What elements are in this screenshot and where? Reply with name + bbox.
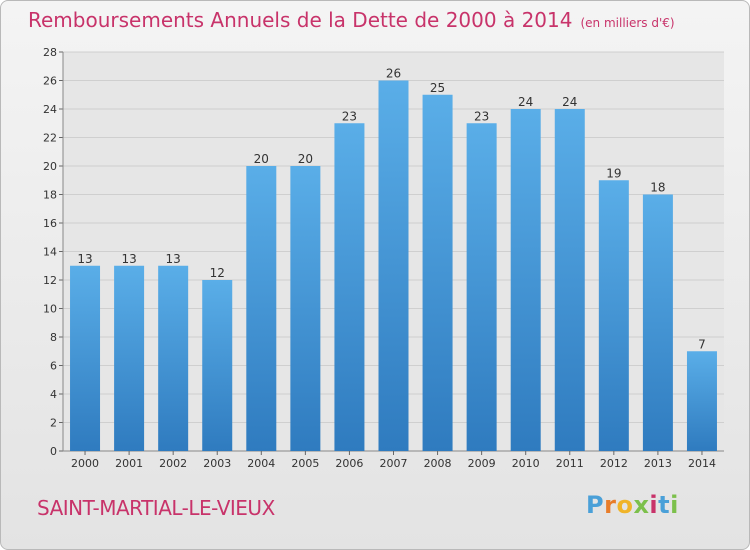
y-tick-label: 0: [50, 445, 57, 458]
bar: [246, 166, 277, 451]
data-label: 25: [430, 81, 445, 95]
logo-letter: i: [649, 491, 659, 519]
y-tick-label: 2: [50, 417, 57, 430]
x-tick-label: 2002: [159, 457, 187, 470]
data-label: 23: [342, 109, 357, 123]
chart-title: Remboursements Annuels de la Dette de 20…: [28, 8, 675, 32]
x-tick-label: 2000: [71, 457, 99, 470]
x-tick-label: 2003: [203, 457, 231, 470]
data-label: 24: [518, 95, 533, 109]
bar: [70, 265, 101, 451]
y-tick-label: 20: [43, 160, 57, 173]
data-label: 20: [298, 152, 313, 166]
bar: [378, 80, 409, 451]
data-label: 13: [166, 252, 181, 266]
logo-letter: o: [616, 491, 634, 519]
bar: [334, 123, 365, 451]
x-tick-label: 2007: [380, 457, 408, 470]
y-tick-label: 14: [43, 246, 57, 259]
y-tick-label: 26: [43, 75, 57, 88]
x-tick-label: 2012: [600, 457, 628, 470]
logo-letter: t: [658, 491, 671, 519]
data-label: 12: [210, 266, 225, 280]
y-tick-label: 6: [50, 360, 57, 373]
y-tick-label: 8: [50, 331, 57, 344]
x-tick-label: 2010: [512, 457, 540, 470]
data-label: 23: [474, 109, 489, 123]
y-tick-label: 16: [43, 217, 57, 230]
data-label: 7: [698, 337, 706, 351]
data-label: 20: [254, 152, 269, 166]
place-name: SAINT-MARTIAL-LE-VIEUX: [37, 496, 275, 520]
x-tick-label: 2001: [115, 457, 143, 470]
x-tick-label: 2005: [291, 457, 319, 470]
data-label: 13: [77, 252, 92, 266]
bar: [554, 109, 585, 451]
x-tick-label: 2013: [644, 457, 672, 470]
x-tick-label: 2006: [335, 457, 363, 470]
proxiti-logo: Proxiti: [586, 491, 679, 519]
x-tick-label: 2004: [247, 457, 275, 470]
data-label: 26: [386, 67, 401, 81]
data-label: 18: [650, 181, 665, 195]
chart-title-unit: (en milliers d'€): [580, 16, 675, 30]
logo-letter: P: [586, 491, 605, 519]
bar: [642, 194, 673, 451]
y-tick-label: 24: [43, 103, 57, 116]
logo-letter: r: [604, 491, 617, 519]
bar: [422, 94, 453, 451]
x-tick-label: 2014: [688, 457, 716, 470]
bar: [510, 109, 541, 451]
bar: [158, 265, 189, 451]
chart-title-main: Remboursements Annuels de la Dette de 20…: [28, 8, 573, 32]
bar: [114, 265, 145, 451]
y-tick-label: 10: [43, 303, 57, 316]
y-tick-label: 12: [43, 274, 57, 287]
data-label: 13: [121, 252, 136, 266]
x-tick-label: 2009: [468, 457, 496, 470]
data-label: 24: [562, 95, 577, 109]
x-tick-label: 2008: [424, 457, 452, 470]
bar: [290, 166, 321, 451]
data-label: 19: [606, 166, 621, 180]
y-tick-label: 4: [50, 388, 57, 401]
bar: [598, 180, 629, 451]
bar: [202, 280, 233, 451]
logo-letter: x: [633, 491, 650, 519]
y-tick-label: 22: [43, 132, 57, 145]
y-tick-label: 18: [43, 189, 57, 202]
x-tick-label: 2011: [556, 457, 584, 470]
bar: [466, 123, 497, 451]
y-tick-label: 28: [43, 46, 57, 59]
bar: [686, 351, 717, 451]
logo-letter: i: [670, 491, 679, 519]
